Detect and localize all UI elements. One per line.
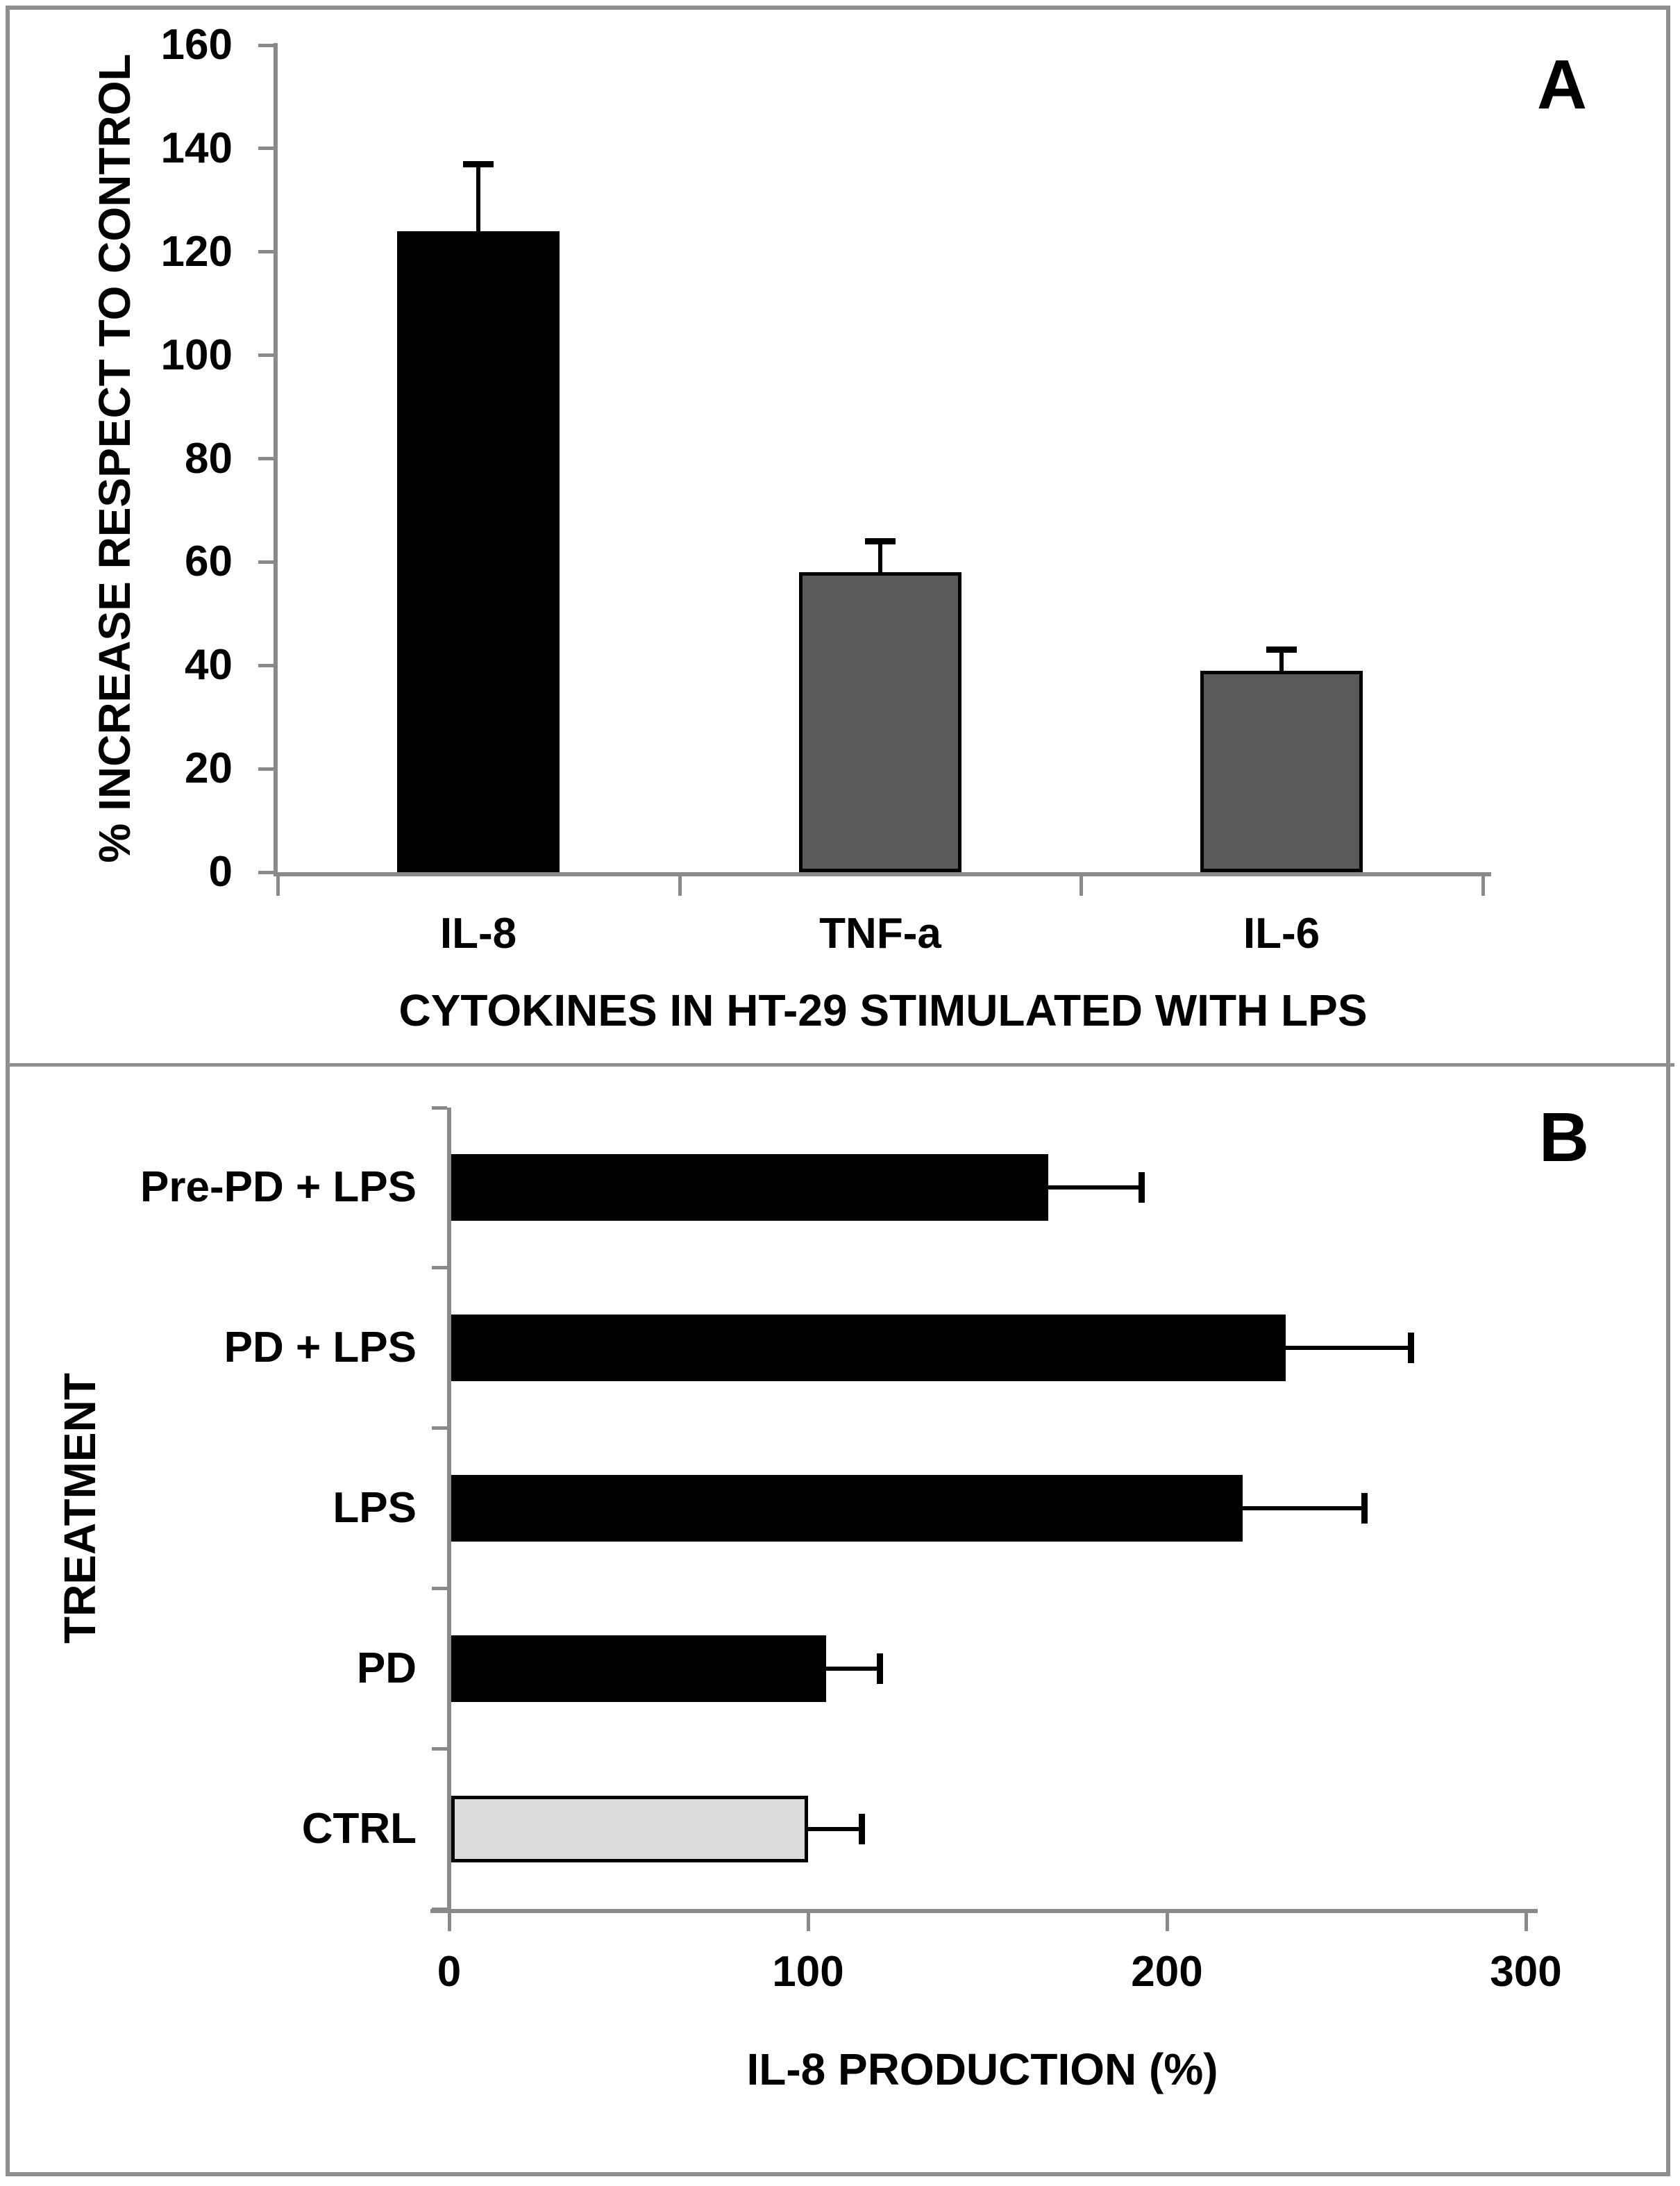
error-whisker-pre-pd-lps — [1048, 1185, 1142, 1190]
error-cap-pd — [876, 1653, 883, 1684]
panel-divider-line — [6, 1063, 1674, 1067]
panel-a-y-tick-label-80: 80 — [185, 434, 233, 483]
panel-b-category-label-ctrl: CTRL — [301, 1804, 417, 1853]
panel-a-x-tick-0 — [276, 876, 280, 896]
panel-b-x-tick-label-100: 100 — [772, 1948, 844, 1996]
panel-a-y-tick-label-100: 100 — [160, 331, 233, 379]
panel-a-category-label-tnf-a: TNF-a — [819, 910, 941, 958]
panel-b-y-tick-5 — [432, 1907, 447, 1911]
panel-a-x-tick-3 — [1481, 876, 1485, 896]
error-cap-ctrl — [859, 1813, 866, 1844]
panel-b-x-tick-label-200: 200 — [1131, 1948, 1203, 1996]
panel-a-y-tick-label-40: 40 — [185, 641, 233, 690]
panel-b-y-axis-title: TREATMENT — [55, 1373, 105, 1644]
panel-b-y-axis-line — [447, 1108, 451, 1913]
panel-b-y-tick-2 — [432, 1426, 447, 1430]
panel-a-y-axis-line — [274, 43, 278, 876]
panel-b-x-tick-300 — [1524, 1913, 1528, 1931]
error-cap-il-8 — [463, 160, 494, 167]
error-cap-pre-pd-lps — [1139, 1172, 1145, 1203]
panel-b-x-axis-line — [430, 1909, 1538, 1913]
panel-a-y-tick-0 — [258, 870, 274, 874]
error-cap-tnf-a — [865, 538, 896, 545]
panel-a-y-tick-label-160: 160 — [160, 21, 233, 69]
panel-a-x-axis-line — [274, 872, 1491, 876]
panel-a-y-tick-label-60: 60 — [185, 537, 233, 586]
panel-b-category-label-pd: PD — [356, 1644, 417, 1692]
error-whisker-ctrl — [808, 1826, 862, 1831]
panel-a-y-tick-label-140: 140 — [160, 124, 233, 172]
bar-pd-lps — [451, 1315, 1286, 1382]
error-whisker-lps — [1242, 1506, 1365, 1510]
panel-a-y-tick-label-0: 0 — [208, 848, 233, 896]
panel-a-y-tick-label-20: 20 — [185, 744, 233, 793]
bar-pd — [451, 1635, 826, 1702]
panel-b-y-tick-0 — [432, 1105, 447, 1110]
panel-a-y-tick-label-120: 120 — [160, 227, 233, 276]
panel-b-y-tick-4 — [432, 1746, 447, 1751]
panel-a-x-tick-1 — [678, 876, 682, 896]
bar-ctrl — [451, 1795, 808, 1862]
error-whisker-il-6 — [1279, 649, 1284, 671]
panel-a-letter: A — [1536, 46, 1588, 124]
panel-b-x-tick-label-300: 300 — [1490, 1948, 1562, 1996]
panel-b-x-axis-title: IL-8 PRODUCTION (%) — [746, 2044, 1218, 2094]
panel-b-x-tick-0 — [448, 1913, 451, 1931]
panel-b-x-tick-100 — [807, 1913, 810, 1931]
panel-b-category-label-lps: LPS — [333, 1484, 417, 1532]
panel-a-x-axis-title: CYTOKINES IN HT-29 STIMULATED WITH LPS — [398, 985, 1368, 1035]
error-whisker-pd-lps — [1285, 1346, 1411, 1351]
panel-b-category-label-pre-pd-lps: Pre-PD + LPS — [140, 1163, 417, 1212]
panel-a-y-tick-140 — [258, 147, 274, 151]
panel-a-y-tick-100 — [258, 353, 274, 358]
panel-a-y-tick-160 — [258, 43, 274, 47]
panel-a-y-tick-120 — [258, 250, 274, 254]
error-cap-lps — [1361, 1493, 1368, 1524]
panel-b-x-tick-label-0: 0 — [437, 1948, 462, 1996]
panel-a-y-tick-60 — [258, 560, 274, 564]
error-cap-pd-lps — [1408, 1333, 1415, 1364]
panel-a-x-tick-2 — [1080, 876, 1083, 896]
bar-il-6 — [1200, 670, 1363, 872]
figure-outer-border — [6, 6, 1670, 2176]
panel-b-y-tick-1 — [432, 1266, 447, 1270]
error-cap-il-6 — [1266, 646, 1297, 653]
bar-il-8 — [397, 231, 560, 872]
panel-a-y-tick-40 — [258, 663, 274, 667]
panel-b-y-tick-3 — [432, 1586, 447, 1590]
bar-lps — [451, 1475, 1243, 1542]
panel-b-x-tick-200 — [1166, 1913, 1169, 1931]
error-whisker-pd — [825, 1666, 880, 1671]
panel-a-category-label-il-8: IL-8 — [439, 910, 517, 958]
panel-a-y-tick-80 — [258, 457, 274, 460]
panel-a-y-tick-20 — [258, 767, 274, 771]
panel-a-category-label-il-6: IL-6 — [1243, 910, 1320, 958]
error-whisker-tnf-a — [878, 541, 882, 573]
panel-b-letter: B — [1538, 1099, 1590, 1176]
panel-b-category-label-pd-lps: PD + LPS — [224, 1324, 417, 1372]
error-whisker-il-8 — [476, 164, 480, 231]
bar-pre-pd-lps — [451, 1154, 1049, 1221]
bar-tnf-a — [799, 572, 961, 872]
